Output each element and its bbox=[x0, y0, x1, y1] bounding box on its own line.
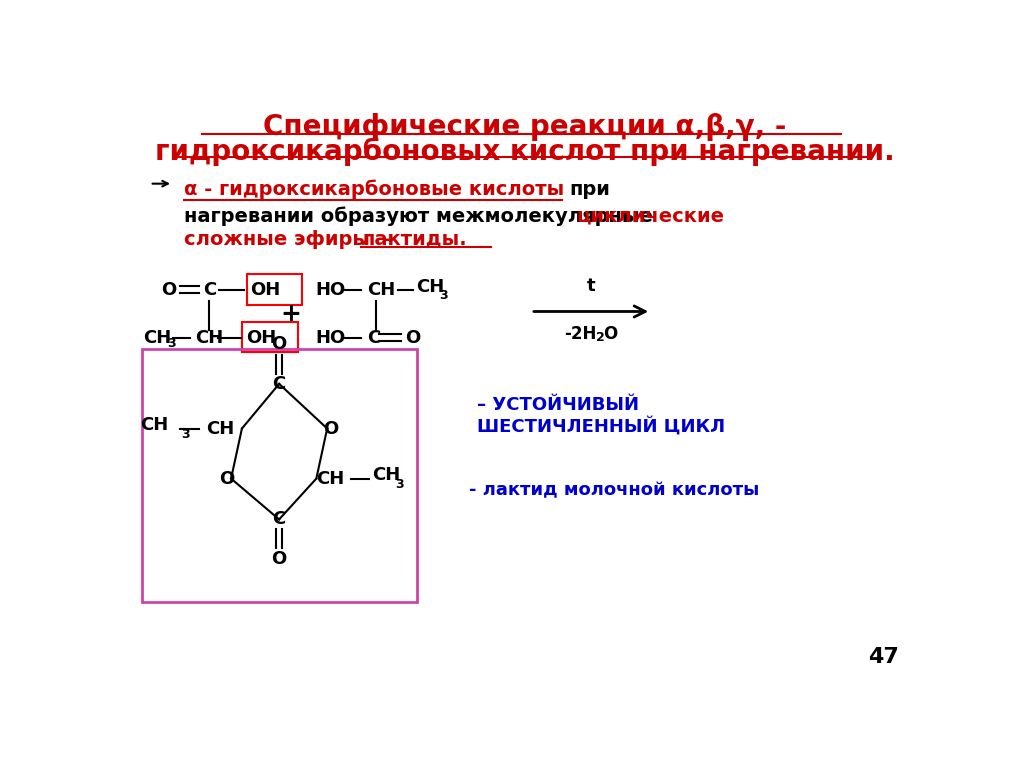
Text: C: C bbox=[272, 375, 286, 393]
Text: O: O bbox=[271, 335, 287, 353]
Text: 3: 3 bbox=[181, 428, 190, 441]
Text: t: t bbox=[587, 277, 595, 295]
Text: C: C bbox=[203, 281, 216, 299]
Text: CH: CH bbox=[206, 420, 234, 437]
Text: CH: CH bbox=[195, 329, 223, 347]
Text: O: O bbox=[603, 325, 617, 344]
Text: O: O bbox=[271, 551, 287, 568]
Text: CH: CH bbox=[143, 329, 172, 347]
Text: лактиды.: лактиды. bbox=[360, 230, 467, 249]
Text: ШЕСТИЧЛЕННЫЙ ЦИКЛ: ШЕСТИЧЛЕННЫЙ ЦИКЛ bbox=[477, 416, 725, 435]
Text: нагревании образуют межмолекулярные: нагревании образуют межмолекулярные bbox=[183, 207, 652, 226]
Text: OH: OH bbox=[251, 281, 281, 299]
Text: сложные эфиры  -: сложные эфиры - bbox=[183, 230, 391, 249]
Text: CH: CH bbox=[367, 281, 395, 299]
Text: 3: 3 bbox=[167, 337, 175, 351]
Text: - лактид молочной кислоты: - лактид молочной кислоты bbox=[469, 481, 760, 499]
Text: CH: CH bbox=[140, 416, 168, 434]
Text: при: при bbox=[569, 179, 610, 199]
Text: C: C bbox=[272, 510, 286, 528]
Bar bbox=[242, 321, 298, 352]
Text: O: O bbox=[161, 281, 176, 299]
Text: CH: CH bbox=[316, 469, 344, 488]
Text: O: O bbox=[219, 469, 234, 488]
Text: O: O bbox=[324, 420, 339, 437]
Text: – УСТОЙЧИВЫЙ: – УСТОЙЧИВЫЙ bbox=[477, 397, 639, 414]
Text: O: O bbox=[406, 329, 421, 347]
Text: OH: OH bbox=[246, 329, 276, 347]
Text: Специфические реакции α,β,γ, -: Специфические реакции α,β,γ, - bbox=[263, 113, 786, 141]
Text: CH: CH bbox=[417, 278, 444, 296]
Bar bbox=[247, 274, 302, 304]
Bar bbox=[142, 349, 417, 602]
Text: 47: 47 bbox=[868, 647, 899, 667]
Text: циклические: циклические bbox=[575, 207, 724, 225]
Text: 3: 3 bbox=[395, 479, 404, 491]
Text: +: + bbox=[281, 301, 301, 326]
Text: 3: 3 bbox=[439, 289, 449, 302]
Text: α - гидроксикарбоновые кислоты: α - гидроксикарбоновые кислоты bbox=[183, 179, 564, 199]
Text: HO: HO bbox=[315, 329, 346, 347]
Text: гидроксикарбоновых кислот при нагревании.: гидроксикарбоновых кислот при нагревании… bbox=[155, 137, 895, 166]
Text: -2H: -2H bbox=[564, 325, 596, 344]
Text: 2: 2 bbox=[596, 331, 604, 344]
Text: HO: HO bbox=[315, 281, 346, 299]
Text: C: C bbox=[367, 329, 380, 347]
Text: CH: CH bbox=[372, 466, 400, 485]
